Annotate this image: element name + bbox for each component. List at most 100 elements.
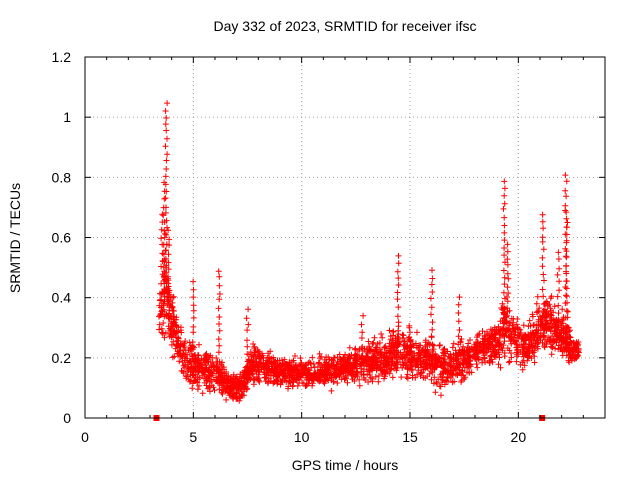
data-point — [514, 346, 521, 353]
data-point — [164, 151, 171, 158]
data-point — [500, 325, 507, 332]
data-point — [407, 329, 413, 336]
data-point — [492, 354, 499, 360]
data-point — [371, 334, 378, 341]
data-point — [539, 254, 546, 261]
data-point — [534, 332, 541, 338]
data-point — [563, 209, 570, 216]
data-point — [575, 339, 582, 345]
data-point — [564, 339, 571, 346]
data-point — [316, 350, 323, 357]
data-point — [464, 356, 471, 363]
data-point — [189, 339, 196, 346]
data-point — [563, 193, 570, 200]
data-point — [455, 318, 462, 325]
data-point — [177, 354, 184, 361]
data-point — [403, 374, 410, 381]
data-point — [450, 351, 457, 358]
data-point — [499, 300, 506, 307]
data-point — [508, 338, 514, 344]
data-point — [455, 350, 462, 357]
data-point — [275, 378, 281, 385]
data-point — [540, 308, 547, 315]
data-point — [171, 327, 178, 334]
data-point — [422, 360, 429, 367]
data-point — [299, 370, 306, 377]
data-point — [190, 358, 197, 365]
data-point — [359, 343, 366, 350]
data-point — [447, 363, 454, 370]
data-point — [159, 308, 166, 315]
data-point — [474, 364, 481, 371]
data-point — [256, 378, 263, 385]
data-point — [190, 286, 197, 293]
data-point — [165, 280, 172, 287]
data-point — [165, 266, 172, 273]
data-point — [336, 351, 343, 358]
data-point — [501, 192, 508, 199]
data-point — [334, 380, 341, 386]
data-point — [393, 359, 400, 366]
data-point — [501, 237, 508, 244]
data-point — [394, 364, 401, 371]
data-point — [216, 358, 223, 365]
data-point — [302, 361, 309, 368]
data-point — [523, 341, 530, 348]
data-point — [156, 326, 163, 333]
data-point — [455, 333, 462, 340]
data-point — [464, 348, 471, 355]
data-point — [358, 368, 364, 375]
data-point — [540, 322, 547, 329]
data-point — [342, 351, 349, 358]
data-point — [205, 368, 212, 374]
data-point — [500, 205, 507, 212]
data-point — [373, 346, 380, 353]
y-tick-label: 0.2 — [52, 350, 72, 366]
data-point — [437, 342, 443, 348]
data-point — [346, 353, 353, 359]
data-point — [178, 329, 185, 336]
data-point — [200, 356, 207, 363]
data-point — [556, 278, 563, 285]
data-point — [454, 371, 461, 378]
data-point — [539, 263, 546, 270]
data-point — [369, 375, 376, 382]
data-point — [490, 344, 497, 351]
data-point — [352, 352, 359, 359]
data-point — [163, 127, 170, 134]
data-point — [565, 328, 572, 335]
data-point — [309, 354, 316, 361]
data-point — [556, 265, 563, 272]
data-point — [211, 366, 218, 373]
data-point — [500, 267, 507, 274]
data-point — [388, 343, 395, 350]
data-point — [209, 359, 216, 366]
data-point — [500, 304, 507, 311]
data-point — [268, 365, 275, 372]
data-point — [475, 332, 481, 339]
data-point — [243, 315, 250, 322]
data-point — [316, 360, 323, 367]
data-point — [190, 294, 197, 301]
data-point — [256, 348, 262, 355]
data-point — [379, 367, 386, 374]
data-point — [429, 341, 436, 348]
data-point — [564, 219, 571, 226]
data-point — [343, 360, 350, 367]
data-point — [365, 379, 372, 385]
data-point — [231, 381, 237, 388]
data-point — [504, 256, 511, 263]
data-point — [294, 382, 301, 389]
data-point — [488, 352, 495, 359]
data-point — [181, 340, 188, 347]
data-point — [232, 393, 239, 400]
data-point — [243, 386, 250, 393]
data-point — [565, 344, 572, 351]
data-point — [475, 356, 482, 363]
data-point — [550, 309, 557, 316]
data-point — [455, 310, 462, 316]
data-point — [365, 363, 372, 370]
data-point — [244, 366, 251, 373]
data-point — [418, 364, 424, 371]
